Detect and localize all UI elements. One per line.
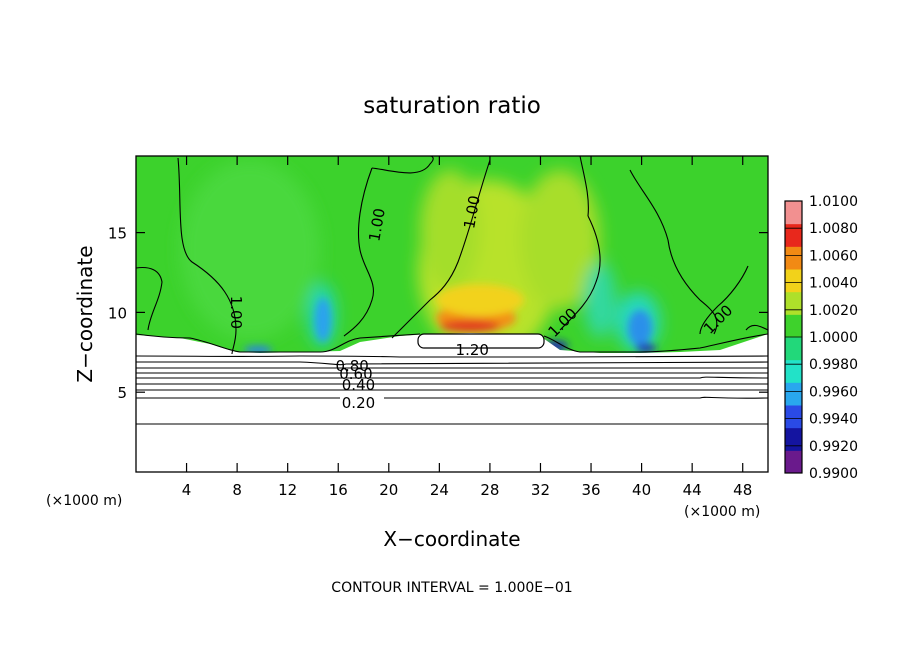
colorbar-label: 1.0020 [809,303,858,319]
x-unit-left: (×1000 m) [46,493,122,509]
plot-frame [135,155,769,473]
y-tick-label: 5 [117,384,127,402]
cloud-core-1-20 [417,333,545,349]
field-dark-blue-2 [636,344,656,352]
colorbar-label: 1.0000 [809,330,858,346]
x-tick-label: 24 [430,481,449,499]
contour-label-group: 1.00 [365,207,389,243]
colorbar: 1.0100 1.0080 1.0060 1.0040 1.0020 1.0000 0.99… [784,194,858,482]
colorbar-swatch [785,291,802,315]
contour-interval-note: CONTOUR INTERVAL = 1.000E−01 [331,580,572,596]
x-tick-label: 48 [733,481,752,499]
x-tick-label: 16 [329,481,348,499]
colorbar-swatch [785,201,802,225]
contour-label-group: 0.20 [342,394,375,412]
field-yellow-core [436,284,524,316]
contour-label-group: 0.80 [335,357,368,375]
contour-label: 0.80 [335,357,368,375]
contour-label-group: 0.40 [342,376,375,394]
contour-label: 1.00 [460,194,484,230]
colorbar-swatch [785,314,802,338]
y-axis-label: Z−coordinate [73,245,97,382]
contour-1-00-leftedge [136,266,163,331]
colorbar-label: 0.9960 [809,384,858,400]
colorbar-swatch [785,450,802,474]
x-tick-label: 44 [683,481,702,499]
subsaturated-region [136,354,768,472]
contour-label: 1.00 [227,296,245,329]
x-tick-label: 20 [379,481,398,499]
contour-1-00-right-inner [559,215,601,331]
contour-cloud-base-right [543,333,768,353]
colorbar-swatch [785,246,802,270]
colorbar-label: 1.0080 [809,221,858,237]
contour-1-00-rightmost [745,324,768,331]
colorbar-label: 1.0100 [809,194,858,210]
contour-0-90 [136,355,768,358]
contour-label-group: 0.60 [339,365,372,383]
x-tick-label: 12 [278,481,297,499]
y-tick-label: 10 [108,304,127,322]
contour-label: 0.20 [342,394,375,412]
colorbar-label: 0.9940 [809,412,858,428]
contour-label: 1.00 [365,207,389,243]
contour-label: 1.20 [456,341,489,359]
colorbar-label: 0.9920 [809,439,858,455]
colorbar-swatch [785,405,802,429]
contour-label-group: 1.00 [227,296,245,329]
x-tick-label: 32 [531,481,550,499]
contour-0-10 [136,423,768,425]
contour-1-00-mid-tongue [371,156,434,174]
chart-title: saturation ratio [363,93,541,119]
field-blue-right [628,310,652,346]
field-blue-left [315,298,331,342]
contour-1-00-right [629,169,718,335]
contour-1-00-midright [391,159,491,339]
contour-0-50 [136,376,768,379]
field-band-green-left [180,160,320,340]
x-tick-label: 8 [232,481,242,499]
field-red-core [440,320,500,332]
colorbar-label: 1.0060 [809,248,858,264]
contour-1-00-upper-right [579,156,589,217]
x-axis-label: X−coordinate [383,527,520,551]
contour-label-group: 1.00 [460,194,484,230]
field-cyan-mid [584,262,616,338]
colorbar-swatch [785,427,802,451]
x-tick-label: 28 [480,481,499,499]
colorbar-swatch [785,337,802,361]
x-tick-label: 40 [632,481,651,499]
contour-0-80 [136,361,768,366]
colorbar-label: 1.0040 [809,276,858,292]
x-tick-label: 36 [581,481,600,499]
contour-0-20 [136,396,768,399]
contour-label: 0.40 [342,376,375,394]
colorbar-label: 0.9980 [809,357,858,373]
field-plume-yellow-right [520,170,600,310]
contour-1-00-mid [343,167,374,337]
contour-1-00-rightedge [699,265,749,335]
contour-cloud-base [136,333,421,353]
contour-label: 0.60 [339,365,372,383]
colorbar-swatch [785,269,802,293]
field-plume-yellow-upper [420,170,480,290]
contour-1-00-left [177,157,237,355]
colorbar-swatch [785,359,802,383]
colorbar-label: 0.9900 [809,466,858,482]
x-tick-label: 4 [182,481,192,499]
x-unit-right: (×1000 m) [684,504,760,520]
y-tick-label: 15 [108,225,127,243]
colorbar-swatch [785,382,802,406]
plot-area: 1.001.00 1.001.00 1.001.200.800.600.400.20 [136,156,768,472]
colorbar-swatch [785,223,802,247]
contour-label-group: 1.20 [456,341,489,359]
